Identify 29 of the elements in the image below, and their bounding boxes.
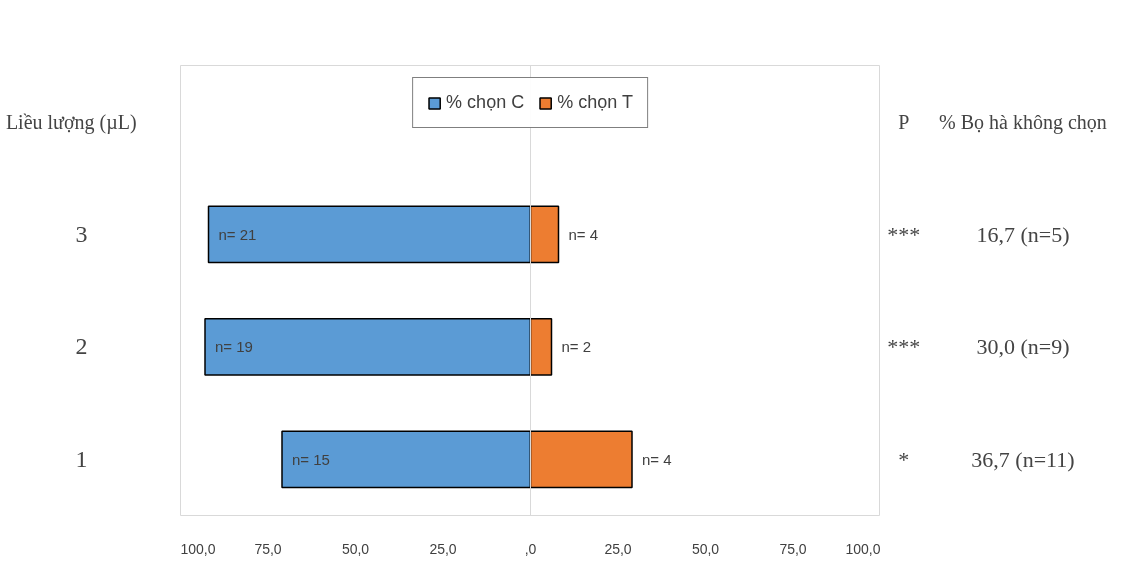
annotation: n= 4 — [642, 450, 672, 468]
y-tick-label: 1 — [75, 445, 88, 472]
y-tick-label: 3 — [75, 220, 88, 247]
text: 36,7 (n=11) — [971, 446, 1075, 472]
y-axis-title: Liều lượng (µL) — [5, 110, 137, 134]
x-tick-label: 25,0 — [429, 540, 457, 557]
x-tick-label: 75,0 — [254, 540, 282, 557]
text: 30,0 (n=9) — [976, 334, 1070, 360]
annotation: n= 4 — [568, 225, 599, 243]
x-tick-label: 50,0 — [691, 540, 720, 557]
legend-label: % chọn T — [557, 92, 633, 113]
text: 16,7 (n=5) — [976, 221, 1070, 247]
text: *** — [887, 334, 921, 360]
x-tick-label: 50,0 — [341, 540, 370, 557]
annotation: n= 21 — [218, 225, 257, 243]
x-tick-label: 25,0 — [604, 540, 632, 557]
text: * — [898, 446, 910, 472]
text: % Bọ hà không chọn — [939, 110, 1107, 134]
x-tick-label: 100,0 — [845, 540, 881, 557]
annotation: n= 2 — [561, 338, 592, 356]
y-tick-label: 2 — [75, 333, 88, 360]
text: *** — [887, 221, 921, 247]
annotation: n= 15 — [292, 450, 330, 468]
annotation: n= 19 — [215, 338, 253, 356]
x-tick-label: 75,0 — [779, 540, 807, 557]
legend-label: % chọn C — [446, 92, 525, 113]
x-tick-label: ,0 — [524, 540, 537, 557]
x-tick-label: 100,0 — [180, 540, 216, 557]
text: P — [898, 110, 910, 133]
